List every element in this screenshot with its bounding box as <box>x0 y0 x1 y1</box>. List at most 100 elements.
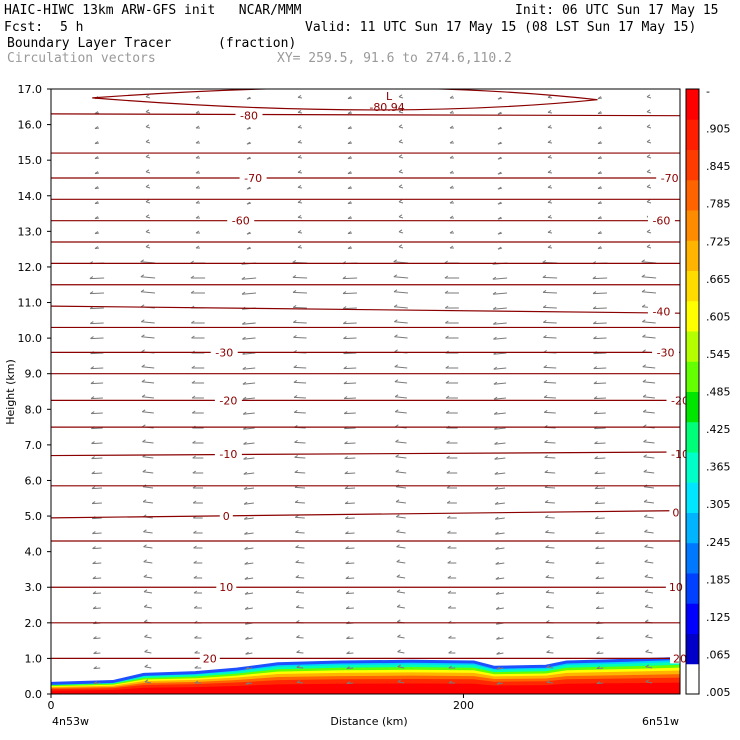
wind-vector-head <box>343 411 348 415</box>
wind-vector-head <box>398 139 403 143</box>
wind-vector-head <box>644 529 648 533</box>
wind-vector <box>144 651 152 654</box>
wind-vector-head <box>448 650 452 654</box>
wind-vector-head <box>394 334 398 338</box>
wind-vector-head <box>193 605 198 609</box>
wind-vector <box>142 486 154 489</box>
wind-vector-head <box>494 501 499 505</box>
wind-vector-head <box>297 109 302 113</box>
wind-vector <box>294 396 306 399</box>
wind-vector <box>143 576 153 579</box>
colorbar-label: .785 <box>706 198 731 211</box>
wind-vector-head <box>397 679 402 683</box>
wind-vector-head <box>593 396 598 400</box>
wind-vector-head <box>544 514 549 518</box>
wind-vector-head <box>246 186 251 190</box>
wind-vector-head <box>93 636 97 640</box>
wind-vector <box>645 651 653 654</box>
wind-vector <box>493 382 507 385</box>
wind-vector <box>646 96 652 99</box>
wind-vector-head <box>497 156 502 160</box>
wind-vector-head <box>91 471 96 475</box>
wind-vector-head <box>347 96 352 100</box>
wind-vector <box>495 562 505 565</box>
wind-vector-head <box>644 559 648 563</box>
wind-vector-head <box>642 319 646 323</box>
wind-vector-head <box>398 199 403 203</box>
wind-vector-head <box>297 214 302 218</box>
contour-label-bg <box>219 509 233 522</box>
wind-vector-head <box>449 185 454 189</box>
wind-vector <box>346 607 354 610</box>
wind-vector <box>495 517 505 520</box>
wind-vector <box>345 577 355 580</box>
wind-vector <box>646 201 652 204</box>
wind-vector-head <box>398 124 403 128</box>
wind-vector <box>92 562 102 565</box>
wind-vector-head <box>646 229 651 233</box>
wind-vector-head <box>543 394 548 398</box>
wind-vector <box>496 607 504 610</box>
xy-readout: XY= 259.5, 91.6 to 274.6,110.2 <box>277 51 512 66</box>
colorbar-swatch <box>686 119 699 150</box>
wind-vector-head <box>292 274 297 278</box>
wind-vector-head <box>546 619 550 623</box>
wind-vector-head <box>242 381 247 385</box>
wind-vector-head <box>449 110 454 114</box>
colorbar-label: .905 <box>706 123 731 136</box>
contour-label-bg <box>652 345 680 358</box>
wind-vector-head <box>445 365 450 369</box>
wind-vector-head <box>448 635 452 639</box>
wind-vector-head <box>496 636 500 640</box>
wind-vector-head <box>597 186 602 190</box>
wind-vector <box>145 231 151 234</box>
wind-vector-head <box>141 394 146 398</box>
wind-vector-head <box>449 125 454 129</box>
wind-vector <box>543 336 557 339</box>
wind-vector-head <box>593 321 597 325</box>
wind-vector <box>90 367 104 370</box>
wind-vector <box>242 337 256 340</box>
wind-vector <box>142 456 154 459</box>
wind-vector <box>398 171 404 174</box>
wind-vector <box>494 487 506 490</box>
wind-vector-head <box>394 379 399 383</box>
wind-vector <box>141 366 155 369</box>
wind-vector <box>492 292 508 295</box>
contour-label-bg <box>239 170 267 183</box>
wind-vector-head <box>94 111 99 115</box>
wind-vector <box>292 276 308 279</box>
wind-vector <box>89 277 105 280</box>
y-tick-label: 4.0 <box>25 546 43 559</box>
y-axis: 0.0 1.0 2.0 3.0 4.0 5.0 6.0 7.0 8.0 9.0 10.0 11.0 12… <box>18 83 51 701</box>
wind-vector <box>140 291 156 294</box>
wind-vector <box>544 396 556 399</box>
contour-label: -70 <box>661 172 679 185</box>
y-tick-label: 1.0 <box>25 652 43 665</box>
wind-vector <box>646 126 652 129</box>
wind-vector-head <box>292 289 297 293</box>
wind-vector-head <box>543 319 547 323</box>
wind-vector-head <box>245 666 250 670</box>
wind-vector <box>643 486 655 489</box>
wind-vector-head <box>195 200 200 204</box>
wind-vector <box>645 681 653 684</box>
wind-vector-head <box>142 424 146 428</box>
wind-vector <box>295 576 305 579</box>
wind-vector <box>395 396 407 399</box>
colorbar-swatch <box>686 512 699 544</box>
init-time: Init: 06 UTC Sun 17 May 15 <box>515 3 719 18</box>
wind-vector-head <box>145 199 150 203</box>
wind-vector <box>594 427 606 430</box>
wind-vector <box>243 412 255 415</box>
wind-vector <box>296 636 304 639</box>
y-tick-label: 8.0 <box>25 403 43 416</box>
wind-vector <box>293 321 307 324</box>
wind-vector-head <box>497 141 502 145</box>
wind-vector-head <box>94 231 99 235</box>
wind-vector-head <box>89 291 94 295</box>
wind-vector-head <box>449 200 454 204</box>
wind-vector <box>398 96 404 99</box>
wind-vector <box>593 337 607 340</box>
wind-vector-head <box>192 455 196 459</box>
